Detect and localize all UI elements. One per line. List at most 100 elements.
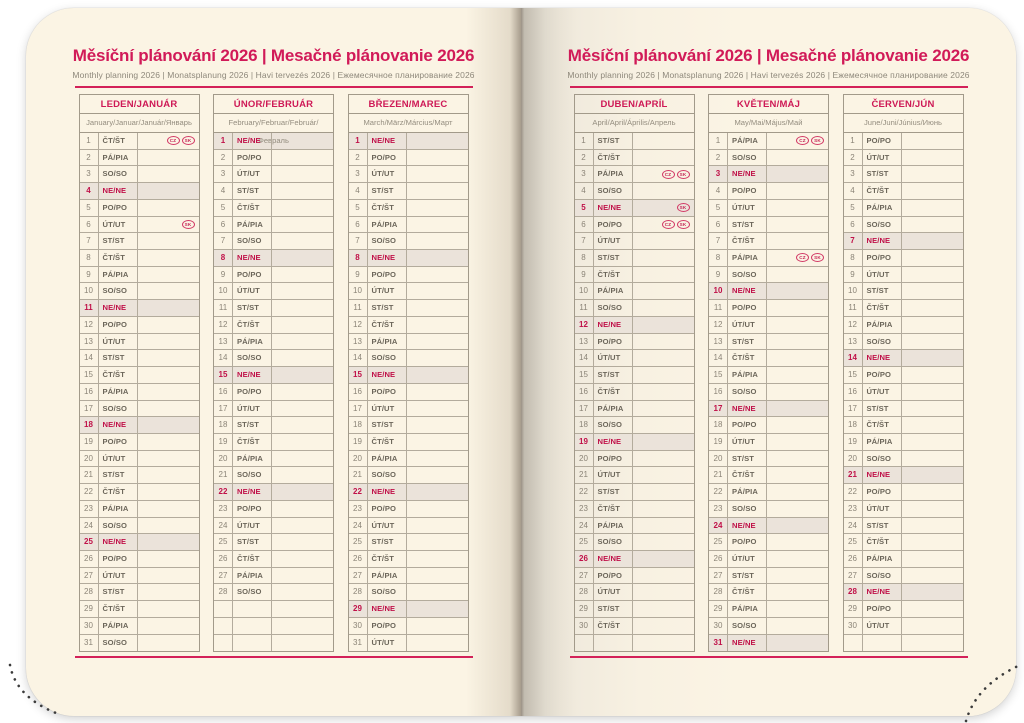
weekday-label: NE/NE	[368, 601, 407, 617]
day-row: 8 NE/NE	[348, 250, 468, 267]
day-number: 28	[575, 584, 594, 601]
day-number: 25	[80, 534, 99, 550]
month-title: KVĚTEN/MÁJ	[708, 94, 829, 114]
day-number: 9	[349, 266, 368, 283]
day-row: 28 ÚT/UT	[574, 584, 694, 602]
month-subtitle: February/Februar/Február/Февраль	[213, 114, 334, 145]
weekday-label: PÁ/PIA	[728, 484, 767, 500]
note-cell	[902, 618, 963, 634]
note-cell	[902, 200, 963, 216]
day-row: 2 ČT/ŠT	[574, 149, 694, 167]
weekday-label: ČT/ŠT	[233, 316, 272, 333]
day-number	[214, 634, 233, 652]
weekday-label: NE/NE	[728, 400, 767, 417]
day-number: 14	[80, 350, 99, 367]
note-cell	[633, 233, 694, 249]
weekday-label: PÁ/PIA	[233, 333, 272, 350]
day-number: 3	[844, 166, 863, 183]
weekday-label: NE/NE	[233, 133, 272, 149]
note-cell	[272, 183, 333, 199]
note-cell	[767, 283, 828, 299]
weekday-label: PO/PO	[368, 383, 407, 400]
holiday-badge-cz-icon: CZ	[166, 136, 180, 146]
day-number	[214, 617, 233, 634]
weekday-label: ČT/ŠT	[233, 550, 272, 567]
note-cell	[633, 283, 694, 299]
day-row: 1 PO/PO	[843, 133, 963, 150]
day-row: 7 ČT/ŠT	[709, 233, 828, 251]
day-number: 4	[844, 183, 863, 199]
weekday-label: ČT/ŠT	[594, 266, 633, 283]
weekday-label: NE/NE	[233, 250, 272, 266]
weekday-label: NE/NE	[368, 367, 407, 383]
day-number: 19	[80, 433, 99, 450]
note-cell	[272, 584, 333, 600]
day-row: 14 NE/NE	[843, 350, 963, 368]
day-row: 27 PÁ/PIA	[214, 567, 333, 585]
weekday-label: ÚT/UT	[368, 634, 407, 652]
page-right: Měsíční plánování 2026 | Mesačné plánova…	[521, 8, 1016, 716]
day-number: 9	[80, 266, 99, 283]
note-cell	[407, 501, 468, 517]
note-cell	[407, 601, 468, 617]
weekday-label: ÚT/UT	[728, 550, 767, 567]
note-cell	[767, 618, 828, 634]
day-row: 26 NE/NE	[574, 550, 694, 568]
day-number: 10	[214, 283, 233, 300]
day-number: 24	[80, 517, 99, 534]
day-number: 5	[709, 199, 728, 216]
note-cell	[633, 635, 694, 652]
weekday-label: NE/NE	[594, 316, 633, 333]
note-cell	[633, 618, 694, 634]
day-number: 23	[575, 500, 594, 517]
day-row: 26 PO/PO	[79, 550, 199, 568]
day-number: 15	[709, 367, 728, 383]
weekday-label: PO/PO	[594, 216, 633, 233]
weekday-label: NE/NE	[99, 183, 138, 199]
note-cell	[272, 401, 333, 417]
note-cell	[272, 334, 333, 350]
day-number: 18	[80, 417, 99, 433]
day-row: 22 PO/PO	[843, 484, 963, 501]
day-number: 11	[575, 300, 594, 316]
note-cell	[407, 551, 468, 567]
weekday-label: NE/NE	[863, 467, 902, 484]
weekday-label: ÚT/UT	[99, 450, 138, 467]
day-row: 19 NE/NE	[574, 433, 694, 451]
day-row: 16 PO/PO	[214, 383, 333, 401]
day-row: 1 PÁ/PIA CZ SK	[709, 133, 828, 150]
weekday-label: ČT/ŠT	[863, 300, 902, 316]
weekday-label: PÁ/PIA	[368, 450, 407, 467]
weekday-label: ČT/ŠT	[99, 601, 138, 617]
note-cell	[902, 283, 963, 299]
holiday-badge-sk-icon: SK	[676, 219, 690, 229]
weekday-label: ČT/ŠT	[863, 183, 902, 199]
weekday-label: PÁ/PIA	[594, 166, 633, 183]
weekday-label: SO/SO	[99, 400, 138, 417]
day-row: 24 NE/NE	[709, 517, 828, 535]
day-number: 28	[80, 584, 99, 601]
note-cell	[767, 467, 828, 483]
day-row: 29 PO/PO	[843, 601, 963, 618]
weekday-label: SO/SO	[233, 233, 272, 250]
day-row: 29 ČT/ŠT	[79, 601, 199, 618]
note-cell	[138, 267, 199, 283]
month-column-5: KVĚTEN/MÁJ May/Mai/Május/Май 1 PÁ/PIA CZ SK 2 S…	[708, 94, 829, 653]
bottom-rule	[74, 656, 473, 659]
weekday-label: ČT/ŠT	[233, 433, 272, 450]
note-cell	[272, 150, 333, 166]
day-number: 12	[844, 316, 863, 333]
day-row: 27 ÚT/UT	[79, 567, 199, 585]
day-row: 31 SO/SO	[80, 634, 199, 652]
weekday-label: ČT/ŠT	[99, 484, 138, 500]
weekday-label: ČT/ŠT	[863, 534, 902, 550]
day-row: 25 NE/NE	[79, 534, 199, 551]
day-number: 13	[349, 333, 368, 350]
day-row: 8 ST/ST	[574, 250, 694, 267]
day-number: 15	[844, 367, 863, 383]
note-cell	[767, 551, 828, 567]
day-number: 14	[844, 350, 863, 367]
day-number: 31	[80, 634, 99, 652]
day-row: 17 SO/SO	[79, 400, 199, 418]
day-number: 18	[349, 417, 368, 433]
